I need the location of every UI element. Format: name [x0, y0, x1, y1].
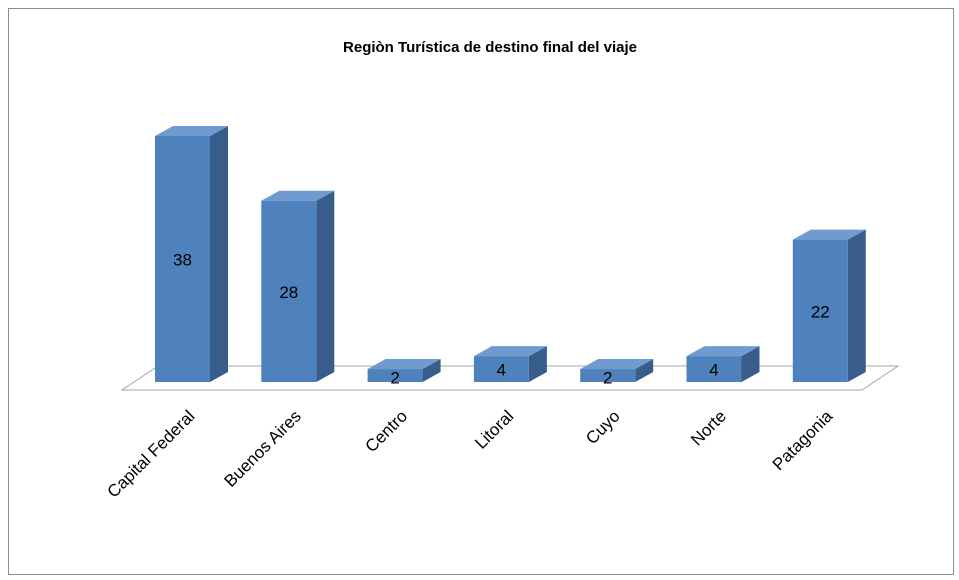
bar-top: [261, 190, 335, 201]
bar-top: [473, 346, 547, 357]
bar-side: [316, 190, 335, 382]
bar: [155, 126, 228, 382]
bar-front: [792, 239, 848, 382]
bar-side: [528, 346, 547, 382]
bar-side: [635, 359, 654, 382]
data-label: 38: [173, 250, 192, 269]
bar-front: [261, 200, 317, 382]
bar: [367, 359, 441, 382]
bar-side: [847, 229, 866, 382]
bar-top: [367, 359, 441, 370]
bar: [261, 190, 335, 382]
bar-side: [210, 126, 228, 382]
data-label: 22: [811, 302, 830, 321]
data-label: 4: [497, 361, 506, 380]
data-label: 4: [709, 361, 718, 380]
chart-title: Regiòn Turística de destino final del vi…: [343, 39, 637, 56]
bar-front: [473, 356, 529, 382]
bar-top: [792, 229, 866, 240]
bar-top: [686, 346, 760, 357]
bar-front: [686, 356, 742, 382]
data-label: 2: [390, 369, 399, 388]
bar: [686, 346, 760, 382]
bar-front: [367, 369, 423, 382]
bar-top: [155, 126, 228, 136]
bar: [580, 359, 654, 382]
bar-front: [580, 369, 636, 382]
bar-front: [155, 136, 210, 382]
bar-side: [422, 359, 441, 382]
data-label: 28: [279, 283, 298, 302]
bar: [792, 229, 866, 382]
bar: [473, 346, 547, 382]
bar-side: [741, 346, 760, 382]
data-label: 2: [603, 369, 612, 388]
bar-top: [580, 359, 654, 370]
